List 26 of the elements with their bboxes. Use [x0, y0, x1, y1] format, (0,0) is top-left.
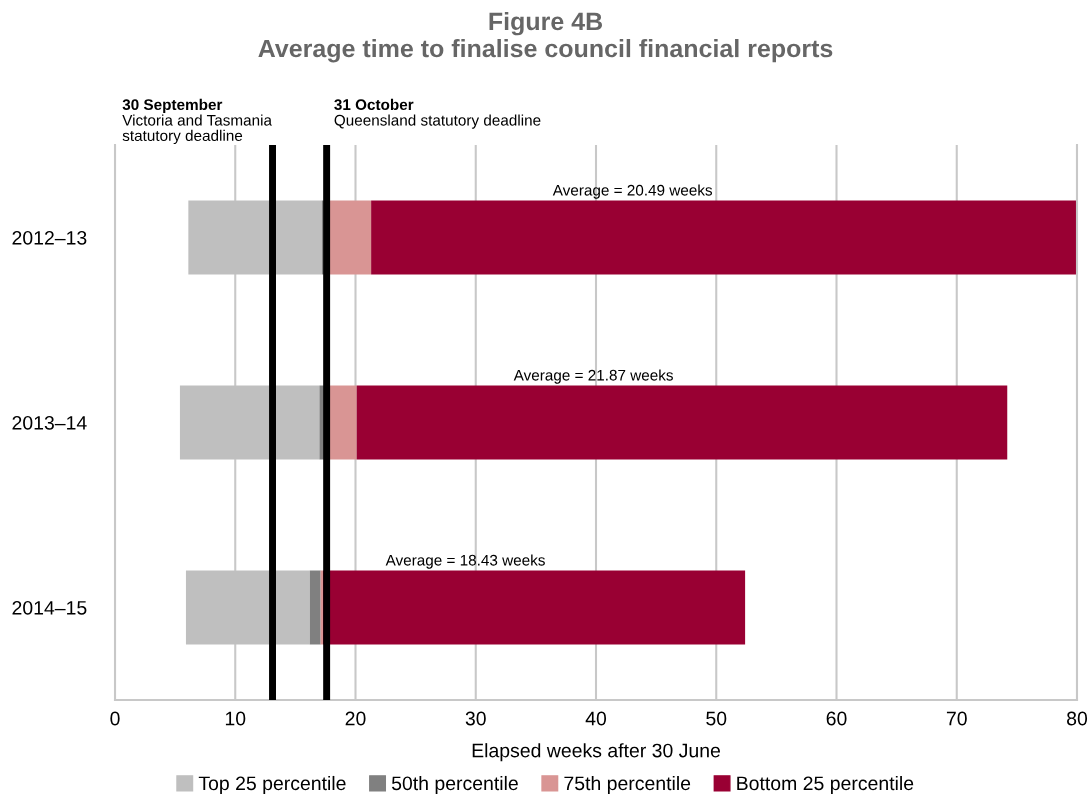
- x-tick-label: 60: [826, 711, 847, 726]
- annotation: Average = 21.87 weeks: [513, 369, 673, 384]
- annotation: Average = 18.43 weeks: [385, 554, 545, 569]
- bar: [371, 200, 1077, 275]
- ref-line-label: 30 September Victoria and Tasmania statutory deadline: [122, 98, 272, 145]
- x-tick-label: 80: [1067, 711, 1088, 726]
- y-tick-label: 2014–15: [12, 600, 87, 615]
- x-tick-label: 70: [946, 711, 967, 726]
- legend-label: Bottom 25 percentile: [737, 775, 914, 795]
- legend-label: 50th percentile: [391, 775, 518, 795]
- chart-title: Figure 4B Average time to finalise council financial reports: [258, 11, 833, 63]
- legend-label: 75th percentile: [564, 775, 691, 795]
- x-axis-title: Elapsed weeks after 30 June: [472, 743, 720, 762]
- ref-line-label: 31 October Queensland statutory deadline: [334, 98, 541, 129]
- y-tick-label: 2013–14: [12, 415, 87, 430]
- y-tick-label: 2012–13: [12, 230, 87, 245]
- x-tick-label: 40: [585, 711, 607, 726]
- bar: [309, 570, 321, 645]
- annotation: Average = 20.49 weeks: [552, 184, 713, 199]
- x-tick-label: 50: [706, 711, 727, 726]
- x-tick-label: 10: [225, 711, 246, 726]
- x-tick-label: 20: [345, 711, 366, 726]
- x-tick-label: 30: [465, 711, 486, 726]
- legend-label: Top 25 percentile: [198, 775, 346, 795]
- x-tick-label: 0: [110, 711, 120, 726]
- bar: [356, 385, 1008, 460]
